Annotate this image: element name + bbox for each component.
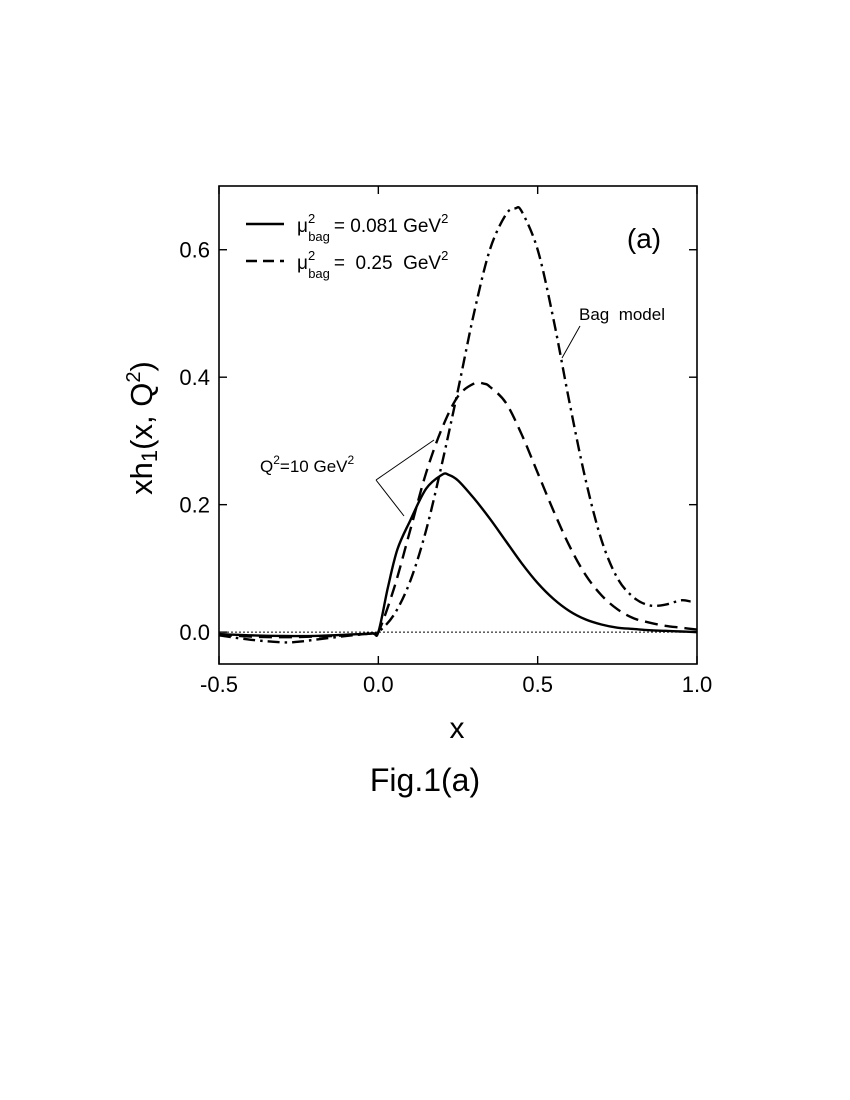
legend-entry-dashed: μ2 bag = 0.25 GeV2 [297, 248, 448, 281]
y-tick-label: 0.4 [179, 365, 210, 390]
x-tick-label: 1.0 [682, 672, 713, 697]
x-axis-label: x [450, 712, 465, 745]
series-layer [218, 205, 698, 644]
x-tick-label: 0.5 [522, 672, 553, 697]
legend: μ2 bag = 0.081 GeV2 μ2 bag = 0.25 GeV2 [246, 211, 448, 281]
figure-caption: Fig.1(a) [369, 762, 481, 798]
y-axis-label-sup: 2 [123, 372, 145, 383]
y-axis-label-sub: 1 [137, 450, 162, 462]
q2-leader-solid [375, 479, 405, 517]
x-tick-label: 0.0 [363, 672, 394, 697]
y-axis-label: xh1(x, Q2) [123, 361, 162, 495]
q2-leader-dashed [375, 439, 435, 481]
x-tick-label: -0.5 [200, 672, 238, 697]
bag-model-leader [561, 325, 581, 359]
legend-entry-solid: μ2 bag = 0.081 GeV2 [297, 211, 448, 244]
y-tick-label: 0.6 [179, 238, 210, 263]
q2-label: Q2=10 GeV2 [260, 453, 355, 476]
y-axis-label-args: (x, Q [124, 383, 159, 450]
y-tick-label: 0.2 [179, 493, 210, 518]
y-axis-label-main: xh [124, 462, 159, 495]
tick-layer: -0.5 0.0 0.5 1.0 0.0 0.2 0.4 0.6 [179, 186, 712, 697]
panel-label: (a) [627, 223, 661, 254]
series-line-dashdot [218, 205, 691, 644]
annotation-q2: Q2=10 GeV2 [260, 439, 435, 517]
y-tick-label: 0.0 [179, 620, 210, 645]
bag-model-label: Bag model [579, 305, 665, 324]
plot-frame [218, 185, 698, 665]
y-axis-label-close: ) [124, 361, 159, 371]
annotation-bag-model: Bag model [561, 305, 665, 359]
series-line-dashed [218, 381, 698, 639]
series-line-solid [218, 472, 698, 638]
